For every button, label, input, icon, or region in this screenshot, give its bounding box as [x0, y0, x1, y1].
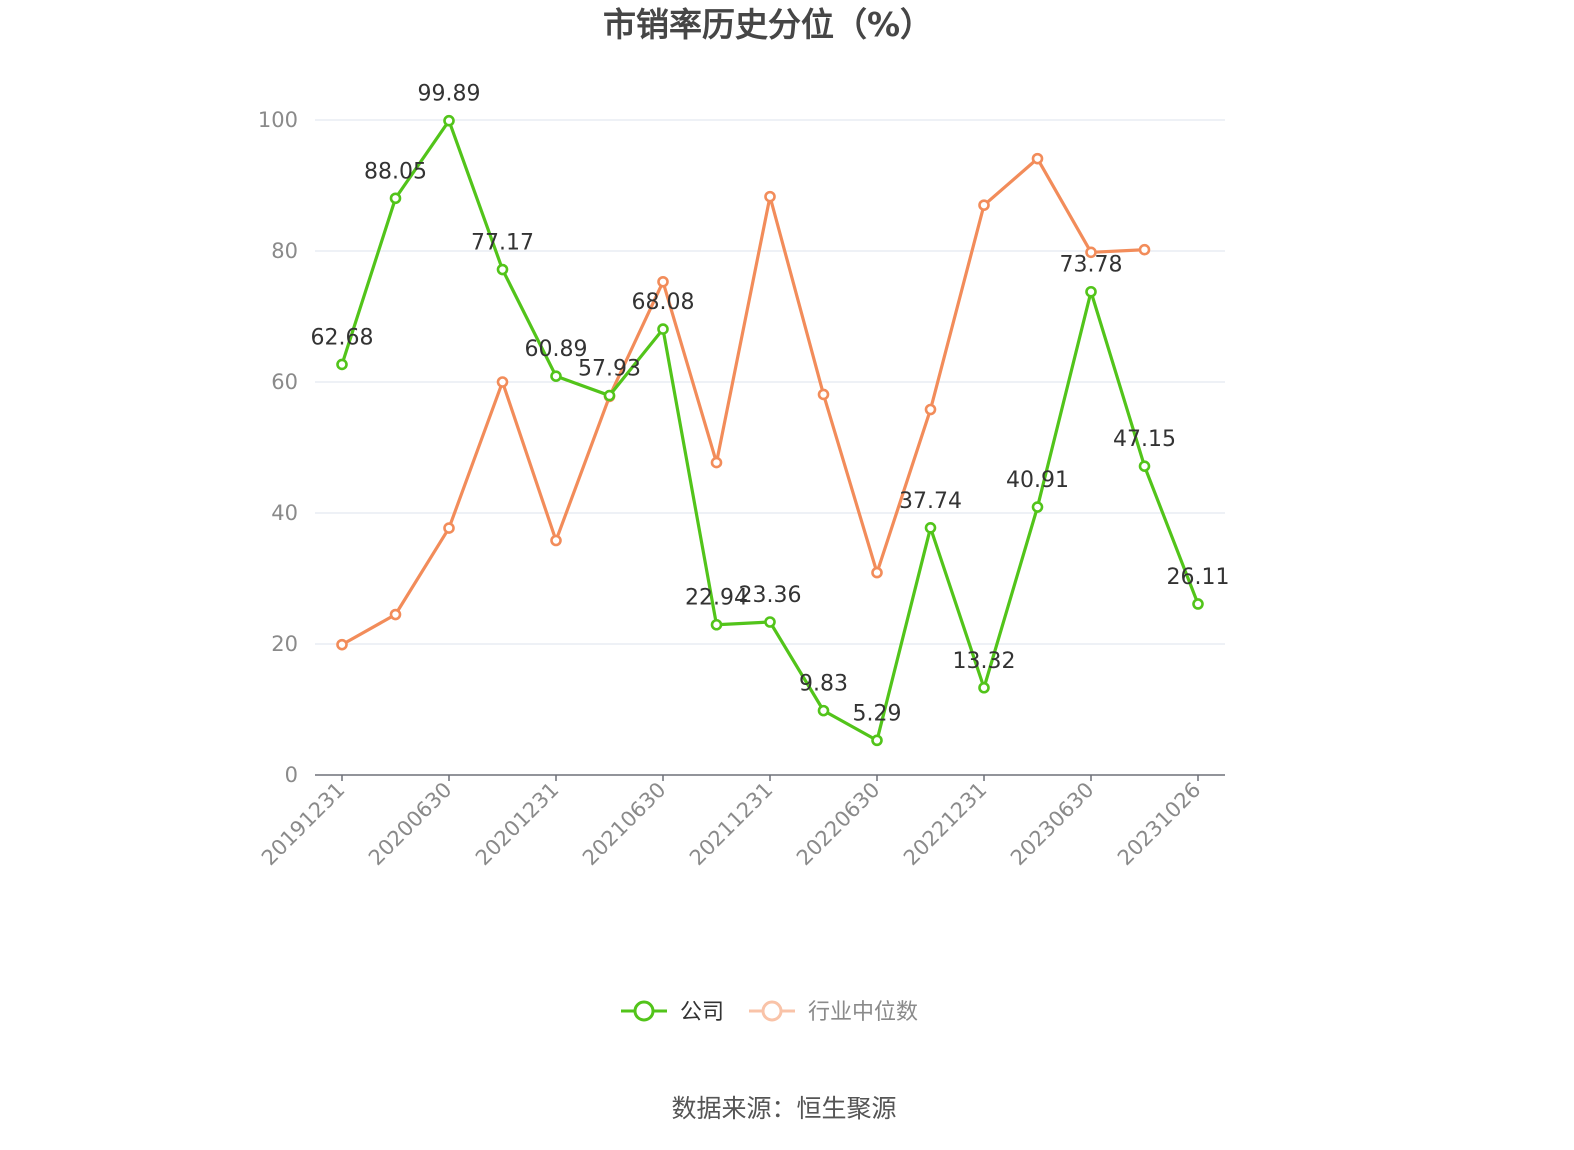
industry-point — [1085, 246, 1097, 259]
chart-title: 市销率历史分位（%） — [603, 5, 933, 44]
company-point — [710, 618, 723, 631]
legend-industry-label: 行业中位数 — [808, 1000, 918, 1025]
company-point — [389, 192, 402, 205]
company-point — [603, 389, 616, 402]
industry-point — [978, 199, 990, 211]
y-tick-label: 100 — [258, 108, 298, 132]
y-tick-label: 20 — [271, 632, 298, 656]
data-label: 37.74 — [899, 489, 962, 514]
x-axis-ticks: 20191231 20200630 20201231 20210630 20211231… — [257, 775, 1206, 870]
industry-point — [871, 566, 883, 579]
data-label: 77.17 — [471, 231, 534, 256]
industry-point — [817, 388, 830, 401]
x-tick-label: 20200630 — [364, 778, 457, 871]
x-tick-label: 20220630 — [792, 778, 885, 871]
company-point — [550, 370, 562, 382]
industry-point — [496, 376, 509, 388]
data-label: 13.32 — [953, 649, 1016, 674]
y-tick-label: 40 — [271, 501, 298, 525]
series-company — [336, 114, 1204, 747]
industry-point — [657, 275, 669, 288]
data-label: 88.05 — [364, 159, 427, 184]
y-tick-label: 60 — [271, 370, 298, 394]
data-label: 57.93 — [578, 357, 641, 382]
company-point — [443, 114, 455, 127]
data-label: 68.08 — [632, 290, 695, 315]
industry-point — [389, 608, 402, 621]
data-source: 数据来源：恒生聚源 — [671, 1094, 896, 1123]
legend-item-company[interactable]: 公司 — [621, 1000, 724, 1025]
company-point — [978, 681, 990, 694]
data-label: 73.78 — [1060, 253, 1123, 278]
data-label: 99.89 — [418, 82, 481, 107]
data-label: 23.36 — [739, 583, 802, 608]
company-point — [336, 358, 348, 371]
x-tick-label: 20201231 — [471, 778, 564, 871]
industry-point — [710, 456, 723, 469]
company-point — [1031, 501, 1044, 513]
industry-point — [764, 190, 776, 203]
grid-lines — [315, 119, 1225, 645]
company-point — [496, 263, 509, 276]
industry-point — [336, 638, 348, 651]
legend-item-industry[interactable]: 行业中位数 — [749, 1000, 918, 1025]
data-label: 9.83 — [799, 672, 848, 697]
y-axis-ticks: 0 20 40 60 80 100 — [258, 108, 298, 787]
industry-line — [341, 157, 1145, 647]
company-point — [764, 616, 776, 628]
series-industry — [336, 152, 1151, 651]
data-label: 26.11 — [1167, 565, 1230, 590]
data-label: 60.89 — [525, 337, 588, 362]
data-label: 40.91 — [1006, 468, 1069, 493]
y-tick-label: 80 — [271, 239, 298, 263]
legend-company-marker — [633, 1000, 655, 1022]
data-label: 62.68 — [311, 325, 374, 350]
data-label: 5.29 — [853, 701, 902, 726]
x-tick-label: 20230630 — [1006, 778, 1099, 871]
company-point — [1138, 460, 1151, 472]
data-label: 47.15 — [1113, 427, 1176, 452]
industry-point — [1031, 152, 1044, 165]
industry-point — [443, 522, 455, 534]
legend: 公司 行业中位数 — [621, 1000, 918, 1025]
industry-point — [550, 534, 562, 547]
company-point — [1192, 598, 1204, 610]
x-tick-label: 20210630 — [578, 778, 671, 871]
company-point — [924, 522, 937, 534]
x-tick-label: 20191231 — [257, 778, 350, 871]
legend-industry-marker — [761, 1000, 783, 1022]
x-tick-label: 20221231 — [899, 778, 992, 871]
industry-point — [1138, 243, 1151, 256]
data-label: 22.94 — [685, 586, 748, 611]
x-tick-label: 20231026 — [1113, 778, 1206, 871]
legend-company-label: 公司 — [680, 1000, 724, 1025]
industry-point — [924, 403, 937, 416]
company-point — [657, 323, 669, 335]
x-tick-label: 20211231 — [685, 778, 778, 871]
company-point — [1085, 285, 1097, 298]
y-tick-label: 0 — [285, 763, 298, 787]
company-point — [871, 734, 883, 747]
company-point — [817, 704, 830, 717]
